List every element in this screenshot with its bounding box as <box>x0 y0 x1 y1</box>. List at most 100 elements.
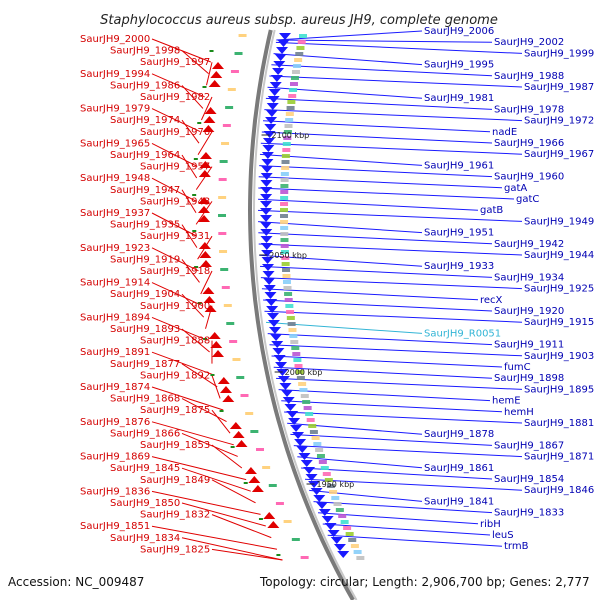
gene-label-left: SaurJH9_1964 <box>110 150 180 161</box>
feature-track-block <box>220 268 229 271</box>
reverse-gene-arrow <box>222 395 235 402</box>
feature-track-block <box>222 124 231 127</box>
feature-track-block <box>285 304 294 308</box>
feature-track-block <box>291 538 300 541</box>
forward-gene-arrow <box>263 278 276 285</box>
feature-track-block <box>303 406 312 410</box>
feature-track-block <box>218 232 227 235</box>
gene-label-right: SaurJH9_1915 <box>524 317 594 328</box>
right-label-connector <box>258 176 503 189</box>
forward-gene-arrow <box>300 460 313 467</box>
forward-gene-arrow <box>305 474 318 481</box>
gene-label-right: SaurJH9_1833 <box>494 508 564 519</box>
feature-track-block <box>236 376 245 379</box>
right-label-connector <box>269 344 523 357</box>
feature-track-block <box>302 400 311 404</box>
feature-track-block <box>218 214 227 217</box>
feature-track-block <box>324 478 333 482</box>
gene-label-left: SaurJH9_1997 <box>140 57 210 68</box>
feature-track-block <box>283 130 292 134</box>
forward-gene-arrow <box>260 222 273 229</box>
feature-track-block <box>291 70 300 74</box>
position-marker <box>193 158 198 160</box>
forward-gene-arrow <box>313 495 326 502</box>
left-label-connector <box>195 166 213 190</box>
left-label-connector <box>181 363 218 388</box>
gene-label-left: SaurJH9_1825 <box>140 544 210 555</box>
left-label-connector <box>181 50 209 74</box>
feature-track-block <box>345 532 354 536</box>
forward-gene-arrow <box>292 432 305 439</box>
left-label-connector <box>197 131 213 156</box>
right-label-connector <box>273 366 493 379</box>
feature-track-block <box>230 70 239 73</box>
forward-gene-arrow <box>277 376 290 383</box>
forward-gene-arrow <box>321 516 334 523</box>
right-label-connector <box>261 131 493 144</box>
right-label-connector <box>261 288 479 301</box>
right-label-connector <box>271 355 503 368</box>
feature-track-block <box>335 508 344 512</box>
feature-track-block <box>280 250 289 254</box>
reverse-strand-genes <box>198 62 280 528</box>
right-label-connector <box>284 411 523 424</box>
gene-label-right: SaurJH9_1978 <box>494 104 564 115</box>
position-marker <box>219 410 224 412</box>
feature-track-block <box>256 448 265 451</box>
forward-gene-arrow <box>268 89 281 96</box>
feature-track-block <box>308 424 317 428</box>
gene-label-right: SaurJH9_1933 <box>424 261 494 272</box>
left-label-connector <box>151 316 208 341</box>
position-marker <box>203 338 208 340</box>
feature-track-block <box>289 82 298 86</box>
gene-label-right: trmB <box>504 541 529 552</box>
right-label-connector <box>276 39 493 43</box>
backbone-arc <box>247 29 355 600</box>
forward-gene-arrow <box>294 439 307 446</box>
feature-track-block <box>299 388 308 392</box>
feature-track-block <box>287 100 296 104</box>
forward-gene-arrow <box>265 299 278 306</box>
feature-track-block <box>280 220 289 224</box>
feature-track-block <box>294 58 303 62</box>
gene-label-left: SaurJH9_1904 <box>110 289 180 300</box>
feature-track-block <box>296 376 305 380</box>
left-label-connector <box>200 270 213 295</box>
gene-label-left: SaurJH9_1832 <box>140 510 210 521</box>
forward-gene-arrow <box>260 173 273 180</box>
reverse-gene-arrow <box>198 197 211 204</box>
feature-track-block <box>288 328 297 332</box>
left-label-connector <box>181 293 205 318</box>
feature-track-block <box>280 244 289 248</box>
forward-gene-arrow <box>273 355 286 362</box>
feature-track-block <box>326 484 335 488</box>
left-label-connector <box>181 259 200 283</box>
scale-ticks: 2100 kbp 2050 kbp 2000 kbp 1950 kbp <box>192 50 354 556</box>
right-label-connector <box>260 142 523 155</box>
left-label-connector <box>181 467 251 492</box>
left-label-connector <box>211 479 256 504</box>
gene-label-left: SaurJH9_1845 <box>110 463 180 474</box>
position-marker <box>243 482 248 484</box>
forward-gene-arrow <box>290 425 303 432</box>
forward-gene-arrow <box>282 397 295 404</box>
gene-label-right: ribH <box>480 519 501 530</box>
reverse-gene-arrow <box>244 467 257 474</box>
gene-label-left: SaurJH9_1874 <box>80 382 150 393</box>
feature-track-block <box>226 322 235 325</box>
gene-label-right: SaurJH9_1960 <box>494 172 564 183</box>
left-label-connector <box>181 189 197 214</box>
feature-track-block <box>289 88 298 92</box>
reverse-gene-arrow <box>210 341 223 348</box>
feature-track-block <box>219 160 228 163</box>
forward-gene-arrow <box>262 145 275 152</box>
position-marker <box>197 302 202 304</box>
feature-track-block <box>318 460 327 464</box>
gene-label-left: SaurJH9_1891 <box>80 347 150 358</box>
right-label-connector <box>278 389 491 402</box>
gene-label-left: SaurJH9_1850 <box>110 498 180 509</box>
gene-label-right: SaurJH9_1841 <box>424 496 494 507</box>
gene-label-right: SaurJH9_1944 <box>524 250 594 261</box>
forward-gene-arrow <box>266 313 279 320</box>
